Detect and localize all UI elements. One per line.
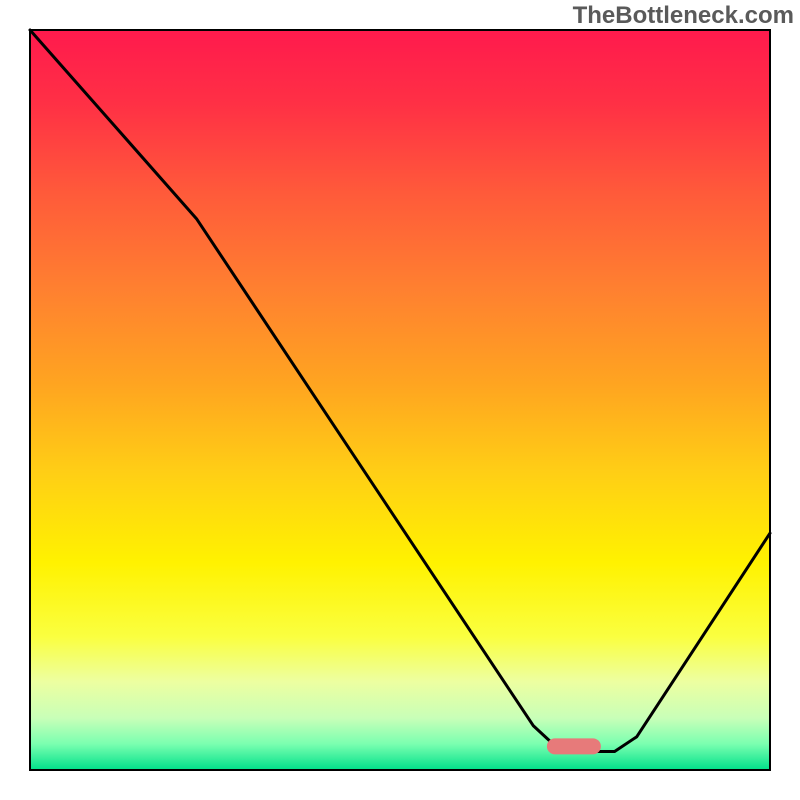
chart-svg (0, 0, 800, 800)
watermark-text: TheBottleneck.com (573, 2, 794, 30)
plot-background (30, 30, 770, 770)
optimum-marker (547, 738, 601, 754)
bottleneck-chart: TheBottleneck.com (0, 0, 800, 800)
